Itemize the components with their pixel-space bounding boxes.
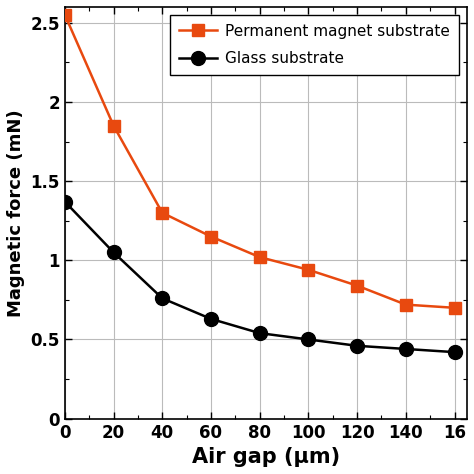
- Legend: Permanent magnet substrate, Glass substrate: Permanent magnet substrate, Glass substr…: [170, 15, 459, 75]
- Glass substrate: [403, 346, 409, 352]
- Permanent magnet substrate: [452, 305, 457, 310]
- Permanent magnet substrate: [403, 302, 409, 308]
- Line: Glass substrate: Glass substrate: [58, 195, 462, 359]
- Permanent magnet substrate: [62, 12, 68, 18]
- Permanent magnet substrate: [306, 267, 311, 273]
- Permanent magnet substrate: [111, 123, 117, 128]
- Glass substrate: [452, 349, 457, 355]
- Glass substrate: [257, 330, 263, 336]
- Glass substrate: [354, 343, 360, 349]
- Permanent magnet substrate: [257, 254, 263, 260]
- Permanent magnet substrate: [208, 234, 214, 239]
- Glass substrate: [306, 337, 311, 342]
- Glass substrate: [208, 316, 214, 322]
- Glass substrate: [159, 295, 165, 301]
- Y-axis label: Magnetic force (mN): Magnetic force (mN): [7, 109, 25, 317]
- Permanent magnet substrate: [159, 210, 165, 216]
- Permanent magnet substrate: [354, 283, 360, 289]
- Glass substrate: [111, 249, 117, 255]
- Line: Permanent magnet substrate: Permanent magnet substrate: [59, 9, 461, 314]
- X-axis label: Air gap (μm): Air gap (μm): [191, 447, 340, 467]
- Glass substrate: [62, 199, 68, 205]
